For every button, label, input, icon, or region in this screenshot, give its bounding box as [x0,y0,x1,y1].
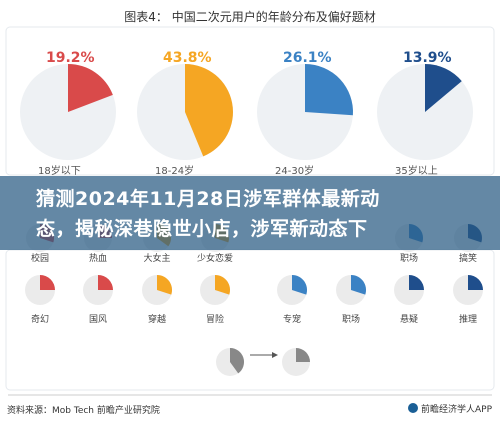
age-pie-3-slice [425,64,462,112]
age-percent-1: 43.8% [163,50,212,66]
headline-line-1: 猜测2024年11月28日涉军群体最新动 [36,188,380,210]
headline-banner: 猜测2024年11月28日涉军群体最新动 态，揭秘深巷隐世小店，涉军新动态下 [0,176,500,250]
topic-label-r1-3: 少女恋爱 [196,254,233,264]
top-panel-border [5,26,495,176]
topic-pie-r2-2-slice [157,275,173,295]
headline-line-2: 态，揭秘深巷隐世小店，涉军新动态下 [36,218,368,240]
topic-pie-r2-7-slice [468,275,483,290]
brand-name: 前瞻经济学人APP [420,405,492,415]
topic-pie-r2-3-slice [215,275,231,295]
topic-label-r2-1: 国风 [88,315,107,325]
topic-label-r2-7: 推理 [458,315,477,325]
topic-label-r1-4: 职场 [399,254,418,264]
age-label-0: 18岁以下 [38,166,81,177]
age-percent-2: 26.1% [283,50,332,66]
chart-title: 图表4： 中国二次元用户的年龄分布及偏好题材 [124,10,376,24]
topic-pie-r2-1-slice [98,275,113,290]
age-percent-0: 19.2% [46,50,95,66]
legend-arrow-icon [272,352,278,358]
age-label-2: 24-30岁 [275,166,315,177]
bottom-panel-border [5,249,495,391]
age-label-3: 35岁以上 [395,166,438,177]
brand-logo-icon [407,403,418,413]
topic-label-r2-6: 悬疑 [399,315,418,325]
topic-label-r1-1: 热血 [88,254,107,264]
age-pie-0-slice [68,64,113,112]
legend-pie-0-slice [230,348,245,374]
topic-label-r1-2: 大女主 [143,254,171,264]
topic-pie-r2-6-slice [409,275,424,290]
age-pie-1-slice [185,64,233,157]
legend-pie-1-slice [296,348,310,362]
topic-pie-r2-4-slice [292,275,308,295]
topic-label-r2-4: 专宠 [282,315,301,325]
topic-label-r2-5: 职场 [341,315,360,325]
topic-label-r2-2: 穿越 [147,315,166,325]
topic-pie-r2-0-slice [40,275,55,290]
age-percent-3: 13.9% [403,50,452,66]
topic-label-r2-0: 奇幻 [30,315,49,325]
brand-footer: 前瞻经济学人APP [407,402,492,415]
age-pie-2-slice [305,64,354,116]
topic-label-r1-5: 搞笑 [458,254,477,264]
topic-label-r2-3: 冒险 [205,315,224,325]
age-label-1: 18-24岁 [155,166,195,177]
topic-label-r1-0: 校园 [30,254,49,264]
source-note: 资料来源：Mob Tech 前瞻产业研究院 [7,406,160,416]
topic-pie-r2-5-slice [351,275,367,295]
